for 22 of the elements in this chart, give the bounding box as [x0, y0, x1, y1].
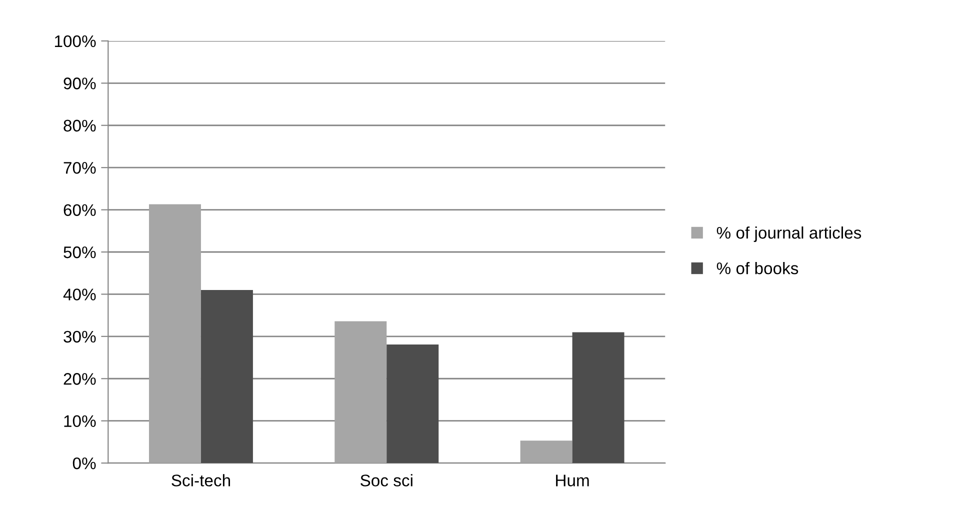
x-tick-label: Soc sci [360, 474, 412, 486]
y-tick-label: 80% [64, 120, 96, 132]
bar [572, 332, 624, 464]
x-tick-label: Hum [556, 474, 589, 486]
y-tick-label: 100% [54, 35, 96, 48]
legend-label: % of books [716, 262, 798, 274]
y-tick-label: 60% [64, 204, 96, 216]
bar [334, 321, 387, 464]
legend-label: % of journal articles [716, 226, 862, 242]
y-tick-label: 90% [64, 78, 96, 90]
y-tick-label: 0% [72, 457, 96, 470]
y-tick-label: 30% [64, 330, 96, 343]
bar [148, 204, 201, 464]
y-tick-label: 20% [64, 373, 96, 385]
y-tick-label: 70% [64, 162, 96, 174]
y-tick-label: 10% [64, 415, 96, 428]
y-tick-label: 50% [64, 246, 96, 258]
x-tick-label: Sci-tech [172, 474, 230, 486]
bar [200, 290, 253, 464]
y-tick-label: 40% [63, 288, 96, 300]
bar [520, 440, 572, 464]
bar [386, 344, 439, 464]
